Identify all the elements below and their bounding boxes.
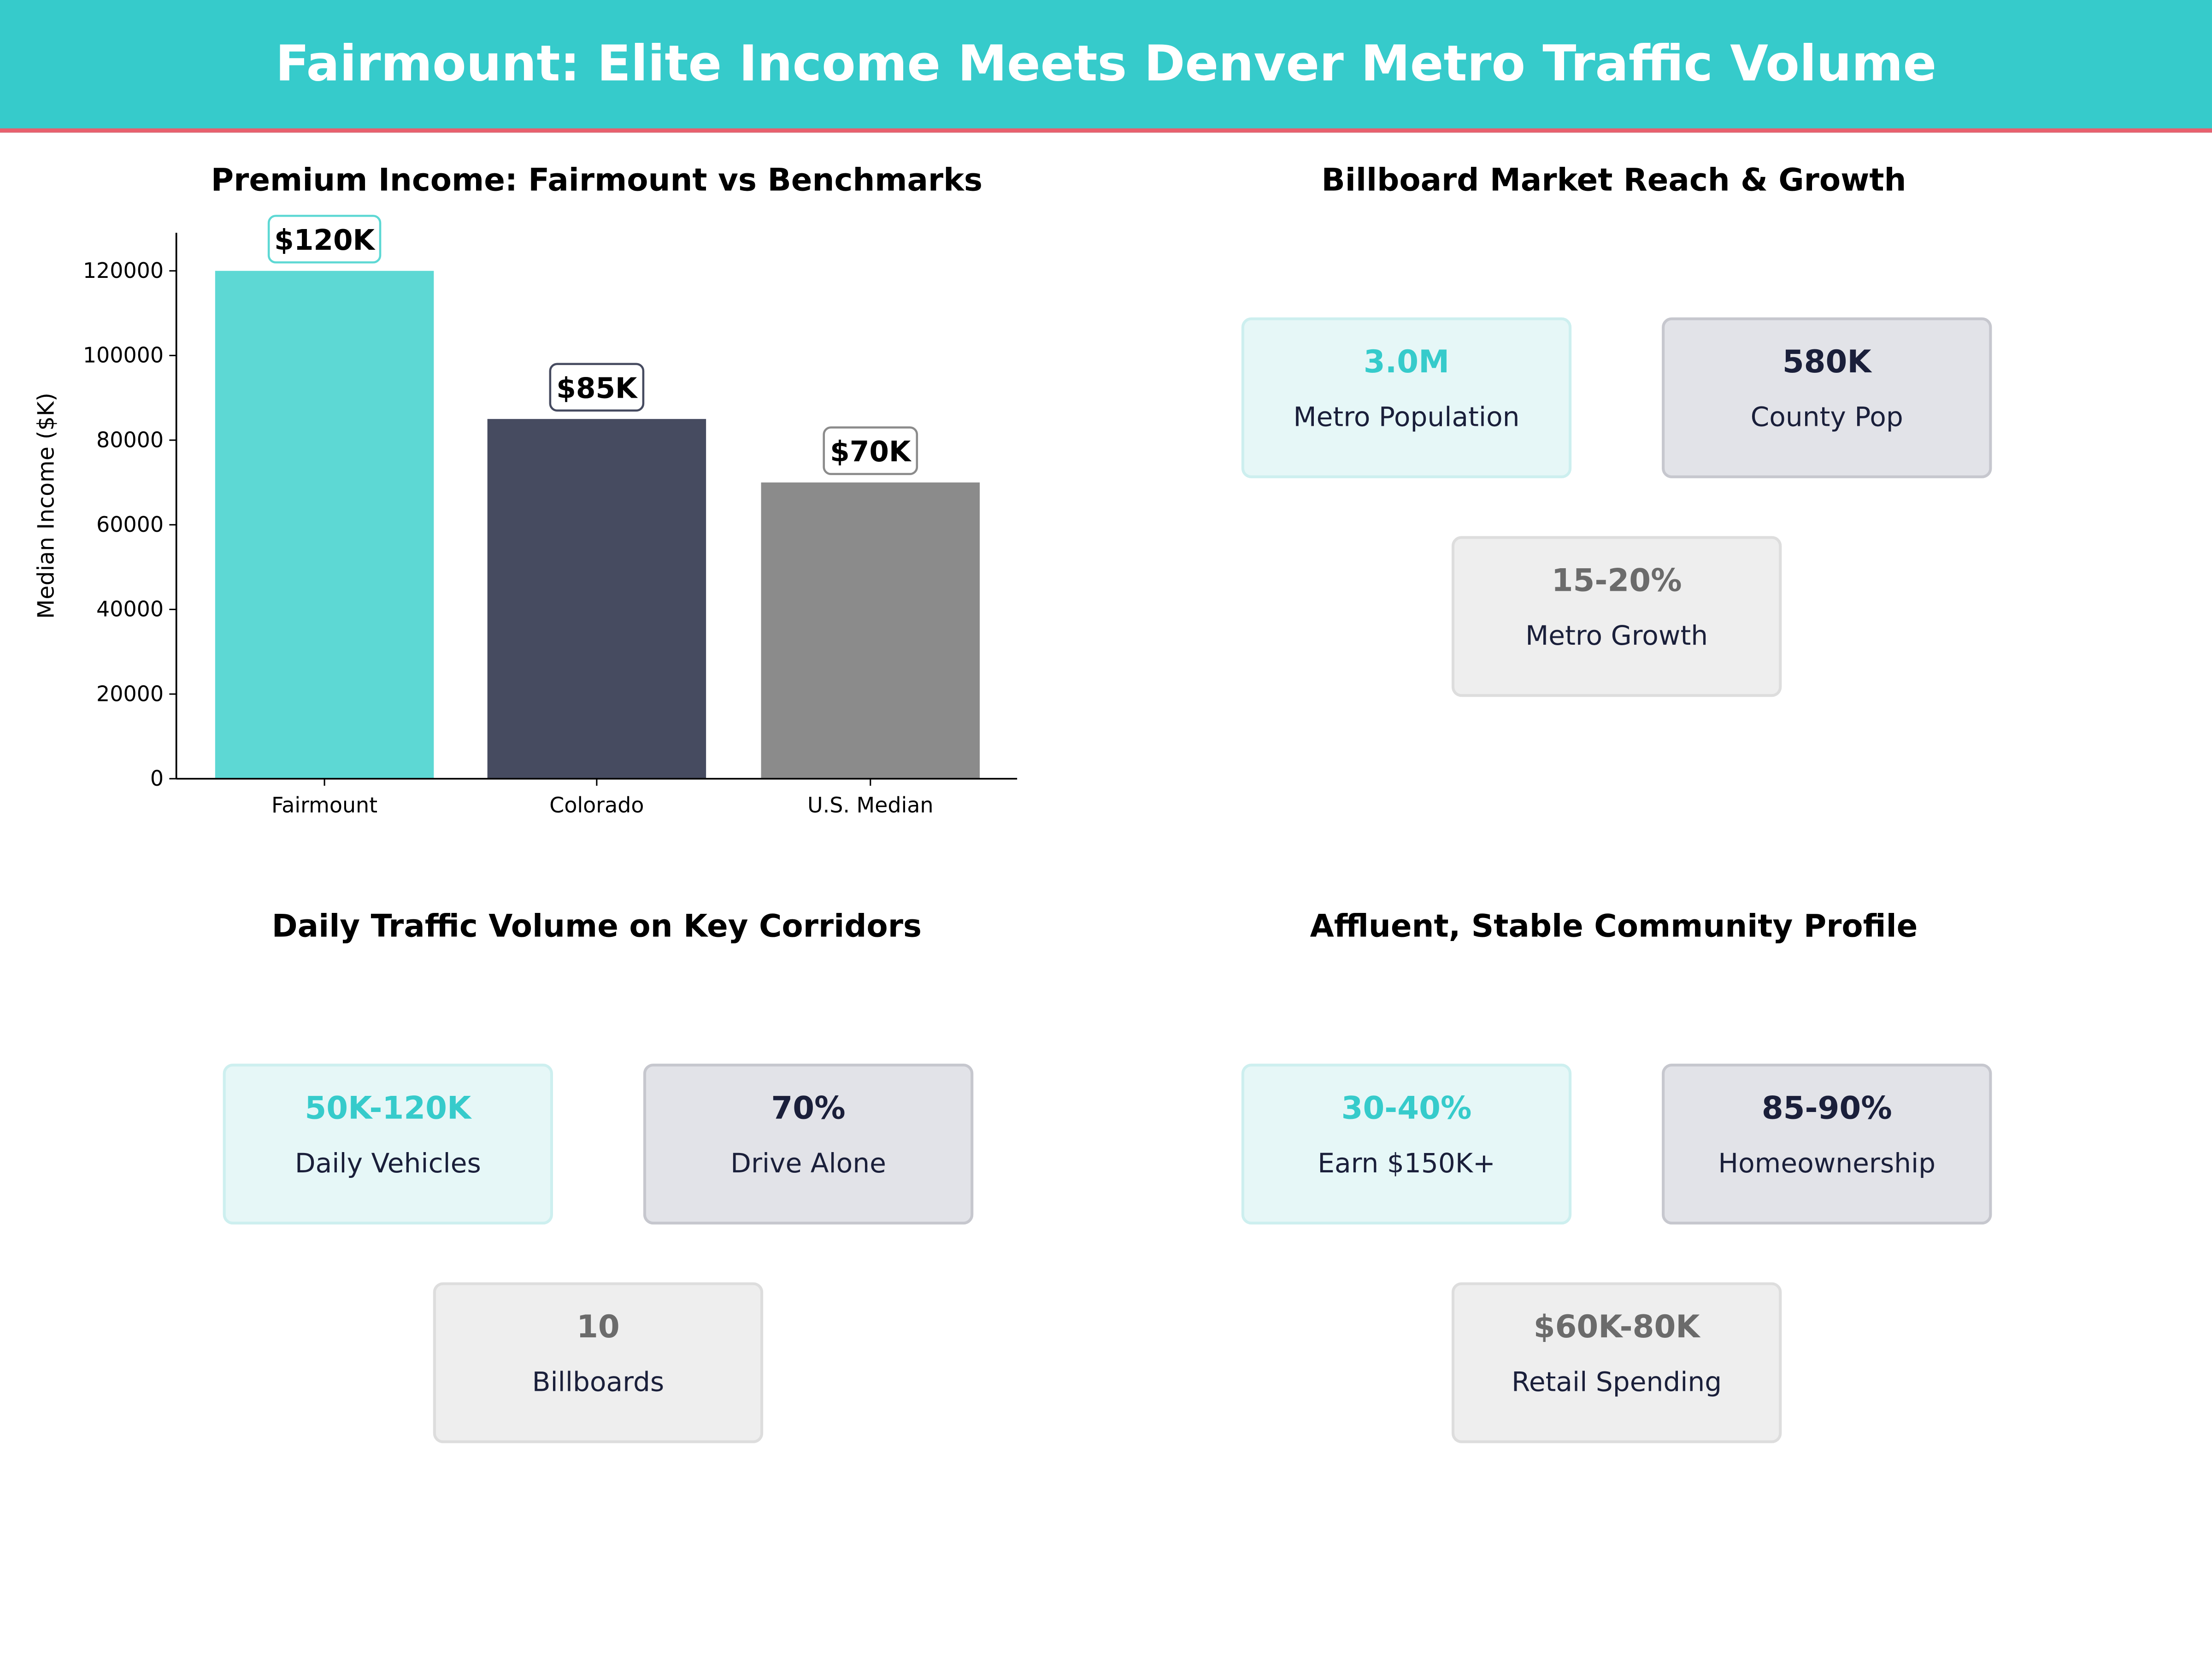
bar-u-s-median xyxy=(761,482,980,779)
stat-card-billboards: 10 Billboards xyxy=(433,1282,764,1443)
stat-value: $60K-80K xyxy=(1533,1310,1700,1346)
header-banner: Fairmount: Elite Income Meets Denver Met… xyxy=(0,0,2212,133)
stat-value: 85-90% xyxy=(1761,1092,1892,1127)
x-tick-label: U.S. Median xyxy=(807,793,934,818)
data-label: $120K xyxy=(274,224,376,257)
traffic-title: Daily Traffic Volume on Key Corridors xyxy=(271,910,922,946)
stat-card-drive-alone: 70% Drive Alone xyxy=(643,1064,974,1225)
stat-card-metro-growth: 15-20% Metro Growth xyxy=(1451,536,1782,697)
y-tick-label: 20000 xyxy=(96,681,164,706)
stat-label: Earn $150K+ xyxy=(1318,1148,1495,1180)
stat-value: 30-40% xyxy=(1341,1092,1472,1127)
market-reach-title: Billboard Market Reach & Growth xyxy=(1321,164,1906,199)
stat-label: Retail Spending xyxy=(1512,1367,1722,1398)
y-tick-label: 0 xyxy=(150,766,164,791)
y-tick-label: 120000 xyxy=(83,258,164,283)
stat-label: Metro Growth xyxy=(1525,620,1708,652)
data-label-box xyxy=(267,215,382,264)
stat-value: 3.0M xyxy=(1363,345,1450,381)
bar-colorado xyxy=(487,419,706,779)
stat-card-retail-spending: $60K-80K Retail Spending xyxy=(1451,1282,1782,1443)
data-label-box xyxy=(823,426,918,475)
y-tick-label: 60000 xyxy=(96,512,164,537)
stat-value: 580K xyxy=(1782,345,1871,381)
stat-label: Drive Alone xyxy=(730,1148,886,1180)
stat-card-homeownership: 85-90% Homeownership xyxy=(1662,1064,1992,1225)
y-axis-label: Median Income ($K) xyxy=(33,393,59,619)
x-tick-label: Colorado xyxy=(549,793,644,818)
stat-label: Daily Vehicles xyxy=(294,1148,481,1180)
stat-label: Homeownership xyxy=(1718,1148,1936,1180)
stat-value: 10 xyxy=(577,1310,620,1346)
income-bar-chart: $120K Fairmount $85K Colorado $70K U.S. Media… xyxy=(33,215,1018,818)
y-tick-label: 40000 xyxy=(96,597,164,622)
stat-value: 70% xyxy=(771,1092,846,1127)
income-chart-title: Premium Income: Fairmount vs Benchmarks xyxy=(211,164,983,199)
y-tick-label: 100000 xyxy=(83,343,164,368)
community-title: Affluent, Stable Community Profile xyxy=(1310,910,1918,946)
data-label: $70K xyxy=(830,435,912,468)
page-title: Fairmount: Elite Income Meets Denver Met… xyxy=(275,36,1937,93)
x-tick-label: Fairmount xyxy=(271,793,377,818)
stat-card-metro-population: 3.0M Metro Population xyxy=(1241,317,1572,478)
stat-card-daily-vehicles: 50K-120K Daily Vehicles xyxy=(223,1064,553,1225)
stat-label: County Pop xyxy=(1750,402,1903,433)
stat-value: 15-20% xyxy=(1551,564,1682,600)
y-tick-label: 80000 xyxy=(96,427,164,452)
stat-label: Metro Population xyxy=(1293,402,1520,433)
stat-card-county-pop: 580K County Pop xyxy=(1662,317,1992,478)
stat-label: Billboards xyxy=(532,1367,665,1398)
stat-value: 50K-120K xyxy=(305,1092,471,1127)
stat-card-earn-150k-: 30-40% Earn $150K+ xyxy=(1241,1064,1572,1225)
data-label: $85K xyxy=(556,372,638,405)
bar-fairmount xyxy=(215,271,434,779)
data-label-box xyxy=(549,363,645,412)
